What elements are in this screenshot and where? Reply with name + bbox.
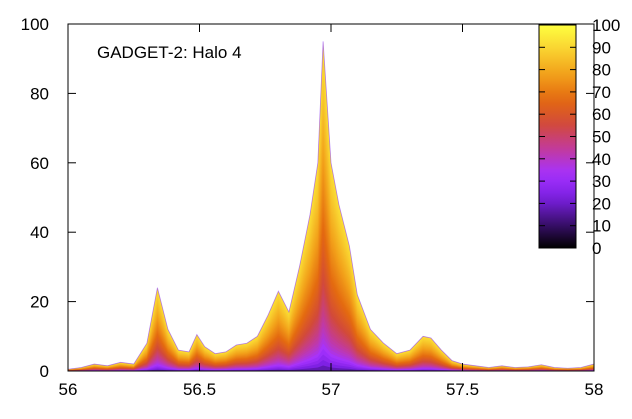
- chart-title: GADGET-2: Halo 4: [97, 43, 242, 62]
- colorbar-tick-label: 10: [592, 217, 611, 236]
- series-outline: [68, 41, 594, 370]
- colorbar-tick-label: 0: [592, 239, 601, 258]
- y-tick-label: 100: [21, 15, 49, 34]
- area-band-4: [68, 349, 594, 371]
- y-tick-label: 80: [30, 84, 49, 103]
- x-tick-label: 58: [585, 380, 604, 399]
- colorbar: 0 10 20 30 40 50 60 70 80 90 100: [538, 16, 620, 258]
- colorbar-tick-label: 100: [592, 16, 620, 35]
- axes-layer: 56 56.5 57 57.5 58 0 20 40 60 80 100: [21, 15, 604, 399]
- colorbar-tick-label: 50: [592, 128, 611, 147]
- x-tick-label: 56.5: [183, 380, 216, 399]
- y-tick-label: 40: [30, 223, 49, 242]
- area-band-3: [68, 354, 594, 371]
- x-tick-label: 56: [59, 380, 78, 399]
- colorbar-tick-label: 60: [592, 105, 611, 124]
- colorbar-tick-label: 20: [592, 194, 611, 213]
- area-layer: [68, 41, 594, 371]
- y-tick-label: 0: [40, 362, 49, 381]
- colorbar-tick-label: 90: [592, 38, 611, 57]
- x-tick-label: 57.5: [446, 380, 479, 399]
- y-tick-label: 60: [30, 154, 49, 173]
- colorbar-tick-label: 40: [592, 150, 611, 169]
- colorbar-tick-label: 30: [592, 172, 611, 191]
- colorbar-tick-label: 70: [592, 83, 611, 102]
- x-tick-label: 57: [322, 380, 341, 399]
- colorbar-tick-label: 80: [592, 61, 611, 80]
- y-tick-label: 20: [30, 293, 49, 312]
